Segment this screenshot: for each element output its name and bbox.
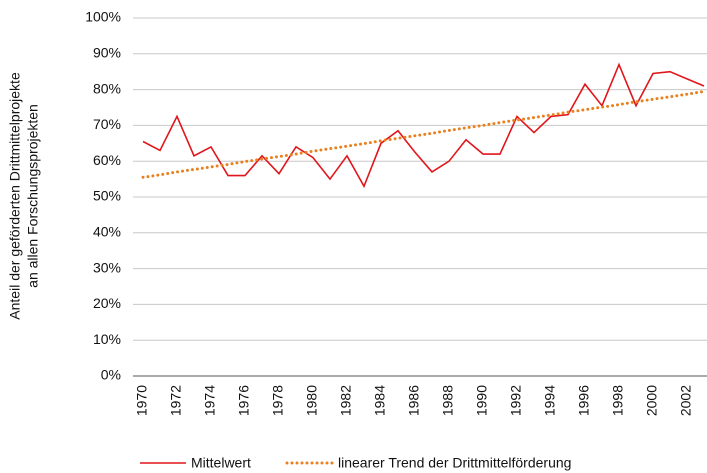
y-tick-label: 40% (93, 224, 121, 240)
x-tick-label: 1992 (508, 385, 524, 416)
x-tick-label: 1976 (236, 385, 252, 416)
y-tick-label: 30% (93, 259, 121, 275)
x-tick-label: 2000 (644, 385, 660, 416)
y-tick-label: 80% (93, 80, 121, 96)
x-tick-label: 1980 (304, 385, 320, 416)
x-tick-label: 1970 (134, 385, 150, 416)
x-tick-label: 1996 (576, 385, 592, 416)
x-tick-label: 1984 (372, 385, 388, 416)
legend-label: Mittelwert (191, 455, 251, 471)
x-tick-label: 1990 (474, 385, 490, 416)
y-tick-label: 20% (93, 295, 121, 311)
x-tick-label: 1998 (610, 385, 626, 416)
legend-label: linearer Trend der Drittmittelförderung (338, 455, 571, 471)
x-tick-label: 1978 (270, 385, 286, 416)
y-tick-label: 100% (85, 9, 121, 25)
x-tick-label: 2002 (678, 385, 694, 416)
y-axis-label: Anteil der geförderten Drittmittelprojek… (7, 72, 23, 320)
y-tick-label: 90% (93, 45, 121, 61)
y-axis-label: an allen Forschungsprojekten (25, 104, 41, 288)
x-tick-label: 1986 (406, 385, 422, 416)
x-tick-label: 1974 (202, 385, 218, 416)
x-tick-label: 1972 (168, 385, 184, 416)
series-line (141, 89, 706, 179)
y-tick-label: 0% (101, 367, 121, 383)
y-tick-label: 60% (93, 152, 121, 168)
y-tick-label: 50% (93, 188, 121, 204)
x-tick-label: 1988 (440, 385, 456, 416)
series-line (142, 62, 705, 189)
x-tick-label: 1994 (542, 385, 558, 416)
y-tick-label: 10% (93, 331, 121, 347)
y-tick-label: 70% (93, 116, 121, 132)
x-tick-label: 1982 (338, 385, 354, 416)
